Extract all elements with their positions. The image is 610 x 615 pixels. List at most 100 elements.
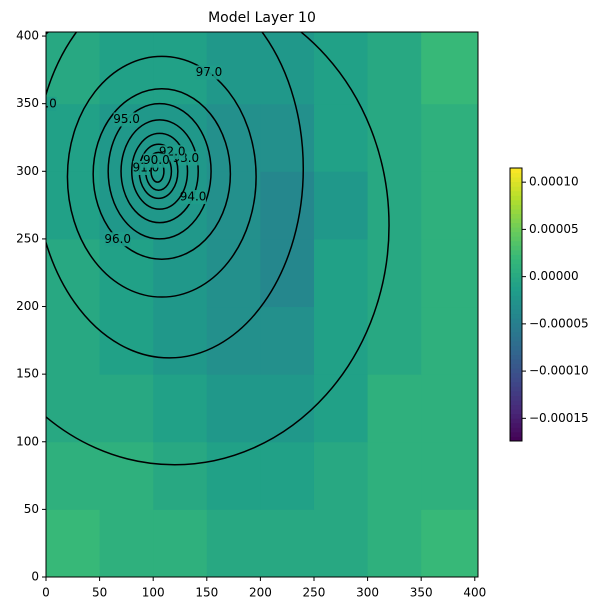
colorbar-segment bbox=[510, 318, 522, 324]
colorbar-segment bbox=[510, 268, 522, 274]
heatmap-cell bbox=[153, 306, 208, 375]
colorbar-segment bbox=[510, 345, 522, 351]
colorbar-segment bbox=[510, 400, 522, 406]
colorbar-segment bbox=[510, 336, 522, 342]
heatmap-cell bbox=[99, 171, 154, 240]
y-tick-label: 250 bbox=[16, 231, 39, 245]
heatmap-cell bbox=[367, 441, 422, 510]
colorbar-segment bbox=[510, 204, 522, 210]
contour-label: 96.0 bbox=[104, 232, 131, 246]
heatmap-cell bbox=[313, 32, 369, 105]
y-tick-label: 100 bbox=[16, 434, 39, 448]
contour-line bbox=[107, 102, 212, 240]
contour-label: 98.0 bbox=[30, 96, 57, 110]
colorbar-segment bbox=[510, 281, 522, 287]
heatmap-cell bbox=[421, 32, 478, 105]
colorbar-segment bbox=[510, 381, 522, 387]
heatmap-cell bbox=[260, 306, 315, 375]
heatmap-cell bbox=[153, 441, 208, 510]
contour-label: 97.0 bbox=[196, 65, 223, 79]
colorbar-segment bbox=[510, 422, 522, 428]
colorbar-segment bbox=[510, 359, 522, 365]
chart-title: Model Layer 10 bbox=[208, 10, 316, 26]
y-tick-label: 200 bbox=[16, 299, 39, 313]
heatmap-cell bbox=[206, 374, 261, 443]
colorbar-segment bbox=[510, 377, 522, 383]
heatmap-cell bbox=[206, 238, 261, 308]
colorbar-segment bbox=[510, 436, 522, 442]
colorbar-segment bbox=[510, 290, 522, 296]
x-tick-label: 200 bbox=[249, 586, 272, 600]
heatmap-cell bbox=[367, 374, 422, 443]
heatmap-cell bbox=[367, 238, 422, 308]
x-tick-label: 250 bbox=[303, 586, 326, 600]
heatmap-cell bbox=[313, 306, 369, 375]
colorbar-segment bbox=[510, 304, 522, 310]
colorbar-segment bbox=[510, 299, 522, 305]
y-tick-label: 300 bbox=[16, 164, 39, 178]
colorbar-segment bbox=[510, 213, 522, 219]
colorbar-segment bbox=[510, 249, 522, 255]
contour-line bbox=[92, 88, 232, 260]
colorbar-segment bbox=[510, 404, 522, 410]
heatmap-cell bbox=[313, 374, 369, 443]
colorbar-segment bbox=[510, 350, 522, 356]
heatmap-cell bbox=[367, 509, 422, 577]
heatmap-cell bbox=[260, 374, 315, 443]
colorbar-segment bbox=[510, 190, 522, 196]
colorbar-segment bbox=[510, 199, 522, 205]
colorbar-segment bbox=[510, 254, 522, 260]
heatmap-cell bbox=[367, 32, 422, 105]
colorbar-segment bbox=[510, 168, 522, 174]
heatmap-cell bbox=[260, 32, 315, 105]
colorbar-segment bbox=[510, 172, 522, 178]
heatmap-cell bbox=[313, 441, 369, 510]
x-tick-label: 150 bbox=[195, 586, 218, 600]
colorbar-segment bbox=[510, 431, 522, 437]
contour-label-bg bbox=[46, 96, 57, 111]
x-tick-label: 0 bbox=[42, 586, 50, 600]
heatmap-cell bbox=[46, 171, 101, 240]
colorbar-segment bbox=[510, 236, 522, 242]
colorbar-segment bbox=[510, 354, 522, 360]
contour-line bbox=[66, 55, 257, 298]
colorbar-segment bbox=[510, 263, 522, 269]
contour-label: 90.0 bbox=[143, 153, 170, 167]
heatmap-cell bbox=[46, 509, 101, 577]
colorbar-segment bbox=[510, 272, 522, 278]
heatmap-cell bbox=[421, 238, 478, 308]
heatmap-cell bbox=[421, 103, 478, 172]
x-tick-label: 50 bbox=[92, 586, 107, 600]
colorbar-segment bbox=[510, 240, 522, 246]
heatmap-cell bbox=[99, 32, 154, 105]
y-tick-label: 50 bbox=[24, 502, 39, 516]
colorbar-segment bbox=[510, 286, 522, 292]
heatmap-cell bbox=[46, 441, 101, 510]
colorbar-segment bbox=[510, 295, 522, 301]
heatmap-cell bbox=[46, 32, 101, 105]
colorbar-segment bbox=[510, 208, 522, 214]
colorbar-segment bbox=[510, 427, 522, 433]
colorbar-segment bbox=[510, 409, 522, 415]
contour-line bbox=[46, 32, 304, 359]
plot-frame bbox=[45, 31, 479, 578]
colorbar-tick-label: −0.00010 bbox=[529, 364, 589, 378]
colorbar-segment bbox=[510, 177, 522, 183]
contour-label: 99.0 bbox=[0, 355, 12, 369]
colorbar-segment bbox=[510, 218, 522, 224]
colorbar-segment bbox=[510, 395, 522, 401]
colorbar-segment bbox=[510, 227, 522, 233]
heatmap-cell bbox=[46, 374, 101, 443]
colorbar-segment bbox=[510, 386, 522, 392]
contour-label-bg bbox=[0, 356, 12, 370]
heatmap-cell bbox=[421, 171, 478, 240]
heatmap-cell bbox=[313, 103, 369, 172]
contour-label-bg bbox=[143, 153, 170, 168]
x-tick-label: 400 bbox=[463, 586, 486, 600]
contour-label-bg bbox=[104, 232, 131, 247]
colorbar-segment bbox=[510, 368, 522, 374]
heatmap-cell bbox=[421, 374, 478, 443]
colorbar-tick-label: −0.00005 bbox=[529, 316, 589, 330]
heatmap-cell bbox=[421, 441, 478, 510]
heatmap-cell bbox=[260, 171, 315, 240]
